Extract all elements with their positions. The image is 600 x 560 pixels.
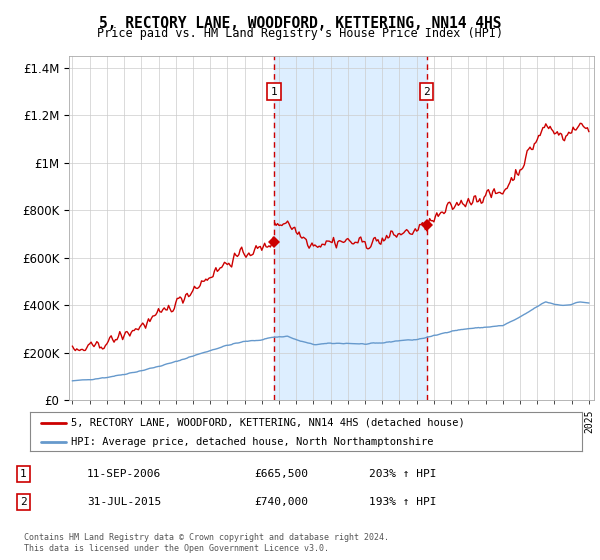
Text: Contains HM Land Registry data © Crown copyright and database right 2024.
This d: Contains HM Land Registry data © Crown c… <box>24 533 389 553</box>
Text: 193% ↑ HPI: 193% ↑ HPI <box>369 497 437 507</box>
Bar <box>584 56 594 400</box>
Text: £665,500: £665,500 <box>254 469 308 479</box>
Text: HPI: Average price, detached house, North Northamptonshire: HPI: Average price, detached house, Nort… <box>71 437 434 447</box>
Text: 31-JUL-2015: 31-JUL-2015 <box>87 497 161 507</box>
Text: 2: 2 <box>424 87 430 97</box>
Text: 5, RECTORY LANE, WOODFORD, KETTERING, NN14 4HS (detached house): 5, RECTORY LANE, WOODFORD, KETTERING, NN… <box>71 418 465 428</box>
Bar <box>274 56 427 400</box>
Text: Price paid vs. HM Land Registry's House Price Index (HPI): Price paid vs. HM Land Registry's House … <box>97 27 503 40</box>
Text: 5, RECTORY LANE, WOODFORD, KETTERING, NN14 4HS: 5, RECTORY LANE, WOODFORD, KETTERING, NN… <box>99 16 501 31</box>
Text: £740,000: £740,000 <box>254 497 308 507</box>
Text: 1: 1 <box>271 87 277 97</box>
Text: 2: 2 <box>20 497 27 507</box>
Text: 203% ↑ HPI: 203% ↑ HPI <box>369 469 437 479</box>
Text: 1: 1 <box>20 469 27 479</box>
Text: 11-SEP-2006: 11-SEP-2006 <box>87 469 161 479</box>
